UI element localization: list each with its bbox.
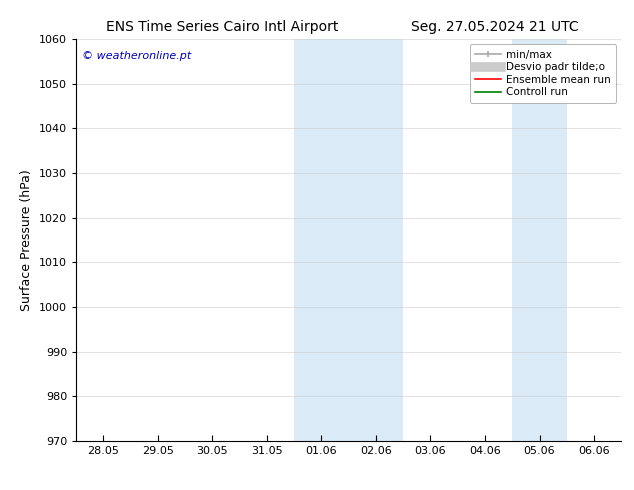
Text: ENS Time Series Cairo Intl Airport: ENS Time Series Cairo Intl Airport <box>106 20 338 34</box>
Text: Seg. 27.05.2024 21 UTC: Seg. 27.05.2024 21 UTC <box>411 20 578 34</box>
Bar <box>294 39 403 441</box>
Legend: min/max, Desvio padr tilde;o, Ensemble mean run, Controll run: min/max, Desvio padr tilde;o, Ensemble m… <box>470 45 616 102</box>
Text: © weatheronline.pt: © weatheronline.pt <box>82 51 191 61</box>
Bar <box>512 39 567 441</box>
Y-axis label: Surface Pressure (hPa): Surface Pressure (hPa) <box>20 169 34 311</box>
